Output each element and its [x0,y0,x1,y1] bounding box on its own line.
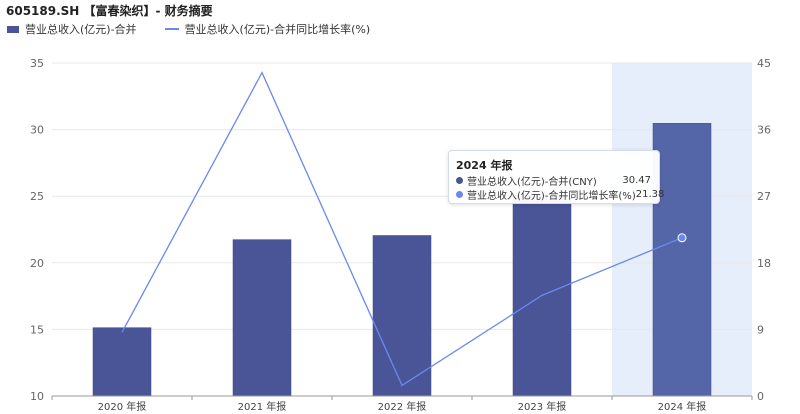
bar-revenue [372,235,432,397]
legend-item-growth[interactable]: 营业总收入(亿元)-合并同比增长率(%) [164,21,371,37]
x-tick-label: 2020 年报 [98,400,147,413]
x-tick-label: 2021 年报 [238,400,287,413]
tooltip-value-growth: 21.38 [635,189,665,200]
chart-tooltip: 2024 年报 营业总收入(亿元)-合并(CNY) 30.47 营业总收入(亿元… [448,150,664,204]
chart-legend: 营业总收入(亿元)-合并 营业总收入(亿元)-合并同比增长率(%) [7,21,398,37]
legend-line-swatch [164,28,179,30]
tooltip-dot-revenue [456,177,463,184]
bar-revenue [232,239,292,397]
y-left-tick-label: 30 [30,124,44,137]
y-left-tick-label: 25 [30,190,44,203]
chart-title: 605189.SH 【富春染织】- 财务摘要 [6,4,213,18]
x-tick-label: 2022 年报 [378,400,427,413]
y-right-tick-label: 0 [757,390,764,403]
y-right-tick-label: 27 [757,190,771,203]
tooltip-row-growth: 营业总收入(亿元)-合并同比增长率(%) 21.38 [456,187,664,202]
x-tick-label: 2024 年报 [658,400,707,413]
tooltip-dot-growth [456,191,463,198]
y-right-tick-label: 9 [757,323,764,336]
y-right-tick-label: 18 [757,257,771,270]
line-point-growth [677,233,687,243]
bar-revenue [92,327,152,397]
y-left-tick-label: 15 [30,323,44,336]
legend-bar-swatch [7,25,19,33]
y-right-tick-label: 36 [757,124,771,137]
x-tick-label: 2023 年报 [518,400,567,413]
tooltip-row-revenue: 营业总收入(亿元)-合并(CNY) 30.47 [456,173,651,188]
tooltip-label-revenue: 营业总收入(亿元)-合并(CNY) [467,177,597,188]
tooltip-value-revenue: 30.47 [622,175,651,186]
legend-label-revenue: 营业总收入(亿元)-合并 [25,23,137,36]
y-right-tick-label: 45 [757,57,771,70]
tooltip-label-growth: 营业总收入(亿元)-合并同比增长率(%) [467,191,636,202]
legend-label-growth: 营业总收入(亿元)-合并同比增长率(%) [184,23,371,36]
y-left-tick-label: 35 [30,57,44,70]
bar-revenue [652,123,712,397]
y-left-tick-label: 10 [30,390,44,403]
line-growth [121,71,683,387]
tooltip-title: 2024 年报 [456,159,513,172]
y-left-tick-label: 20 [30,257,44,270]
legend-item-revenue[interactable]: 营业总收入(亿元)-合并 [7,21,137,37]
